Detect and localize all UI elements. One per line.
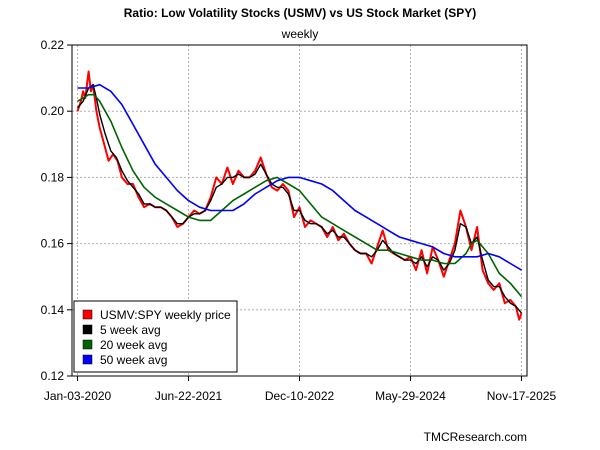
series-line-5-week-avg (76, 83, 523, 314)
y-tick-label: 0.18 (41, 170, 65, 184)
legend-swatch (82, 309, 93, 320)
y-tick-label: 0.20 (41, 104, 65, 118)
x-tick-label: Jun-22-2021 (155, 389, 223, 403)
legend-swatch (82, 354, 93, 365)
legend-box (73, 300, 238, 373)
legend-label: 50 week avg (100, 353, 167, 367)
y-tick-label: 0.16 (41, 237, 65, 251)
legend-swatch (82, 339, 93, 350)
axes: 0.12 0.14 0.16 0.18 0.20 0.22 Jan-03-2020 Jun-2… (41, 38, 557, 403)
y-tick-label: 0.22 (41, 38, 65, 52)
chart-subtitle: weekly (281, 27, 319, 41)
legend-label: USMV:SPY weekly price (100, 308, 231, 322)
legend-label: 20 week avg (100, 338, 167, 352)
y-tick-label: 0.14 (41, 303, 65, 317)
chart-title: Ratio: Low Volatility Stocks (USMV) vs U… (123, 6, 477, 20)
y-tick-label: 0.12 (41, 369, 65, 383)
series-line-50-week-avg (77, 83, 522, 271)
series-line-20-week-avg (77, 93, 523, 298)
x-tick-label: Jan-03-2020 (44, 389, 112, 403)
legend-swatch (82, 324, 93, 335)
x-tick-label: May-29-2024 (375, 389, 446, 403)
legend-label: 5 week avg (100, 323, 161, 337)
x-tick-label: Dec-10-2022 (265, 389, 335, 403)
x-tick-label: Nov-17-2025 (487, 389, 557, 403)
source-credit: TMCResearch.com (423, 430, 527, 444)
series-group (76, 70, 523, 321)
